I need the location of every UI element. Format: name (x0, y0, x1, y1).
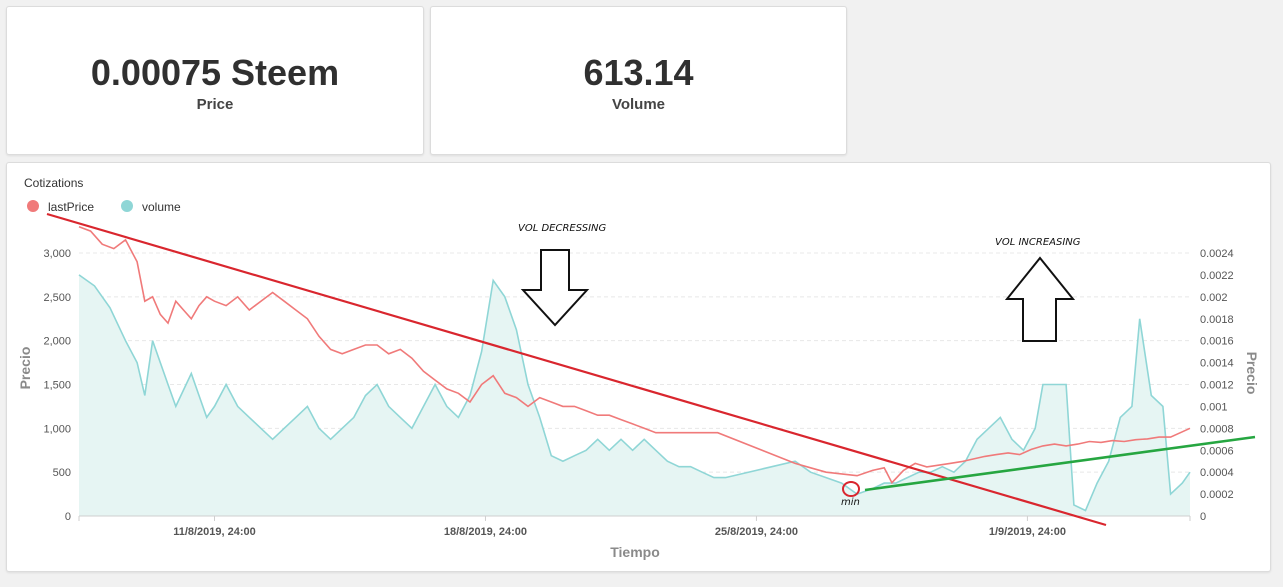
y-left-tick-label: 0 (65, 511, 71, 523)
y-left-tick-label: 1,500 (43, 380, 71, 392)
chart-legend: lastPrice volume (27, 200, 181, 214)
legend-lastprice-marker (27, 200, 39, 212)
cotizations-chart: Cotizations lastPrice volume 0 500 1,000 1,… (17, 176, 1260, 560)
cotizations-chart-card: Cotizations lastPrice volume 0 500 1,000 1,… (6, 162, 1271, 572)
price-stat-card: 0.00075 Steem Price (6, 6, 424, 155)
x-tick-label: 25/8/2019, 24:00 (715, 526, 798, 538)
price-value: 0.00075 Steem (90, 52, 340, 93)
y-right-tick-label: 0.0018 (1200, 314, 1234, 326)
y-right-tick-label: 0.0008 (1200, 423, 1234, 435)
uptrend-line (864, 435, 1256, 492)
chart-title: Cotizations (24, 176, 83, 190)
y-right-tick-label: 0.0006 (1200, 445, 1234, 457)
y-axis-left-ticks: 0 500 1,000 1,500 2,000 2,500 3,000 (43, 248, 71, 523)
legend-volume-marker (121, 200, 133, 212)
y-right-tick-label: 0.002 (1200, 292, 1228, 304)
y-axis-right-ticks: 0 0.0002 0.0004 0.0006 0.0008 0.001 0.0012 0.00… (1200, 248, 1234, 523)
downtrend-line (46, 212, 1107, 527)
y-left-tick-label: 500 (53, 467, 71, 479)
price-label: Price (196, 96, 234, 113)
y-left-tick-label: 1,000 (43, 423, 71, 435)
y-right-tick-label: 0.0012 (1200, 380, 1234, 392)
vol-increasing-note: VOL INCREASING (995, 237, 1081, 248)
y-right-tick-label: 0.0004 (1200, 467, 1234, 479)
y-left-tick-label: 2,500 (43, 292, 71, 304)
volume-area (79, 274, 1190, 516)
y-axis-left-title: Precio (17, 347, 33, 390)
y-right-tick-label: 0.0024 (1200, 248, 1234, 260)
y-axis-right-title: Precio (1244, 352, 1260, 395)
x-axis-title: Tiempo (610, 544, 660, 560)
x-axis-ticks: 11/8/2019, 24:00 18/8/2019, 24:00 25/8/201… (78, 516, 1191, 538)
y-right-tick-label: 0 (1200, 511, 1206, 523)
y-left-tick-label: 2,000 (43, 336, 71, 348)
volume-stat-card: 613.14 Volume (430, 6, 847, 155)
up-arrow-icon (1004, 256, 1076, 342)
legend-lastprice-label[interactable]: lastPrice (48, 200, 94, 214)
x-tick-label: 18/8/2019, 24:00 (444, 526, 527, 538)
y-right-tick-label: 0.001 (1200, 401, 1228, 413)
y-right-tick-label: 0.0016 (1200, 336, 1234, 348)
legend-volume-label[interactable]: volume (142, 200, 181, 214)
y-right-tick-label: 0.0022 (1200, 270, 1234, 282)
down-arrow-icon (520, 249, 590, 327)
volume-value: 613.14 (583, 52, 694, 93)
x-tick-label: 11/8/2019, 24:00 (173, 526, 256, 538)
volume-series (78, 274, 1191, 516)
y-left-tick-label: 3,000 (43, 248, 71, 260)
y-right-tick-label: 0.0002 (1200, 489, 1234, 501)
lastprice-line (78, 225, 1191, 485)
y-right-tick-label: 0.0014 (1200, 358, 1234, 370)
vol-decreasing-note: VOL DECRESSING (518, 223, 606, 234)
volume-label: Volume (611, 96, 666, 113)
min-note: min (841, 497, 860, 508)
volume-line (78, 274, 1191, 512)
lastprice-series (78, 225, 1191, 485)
x-tick-label: 1/9/2019, 24:00 (989, 526, 1066, 538)
min-circle-marker (842, 481, 860, 497)
